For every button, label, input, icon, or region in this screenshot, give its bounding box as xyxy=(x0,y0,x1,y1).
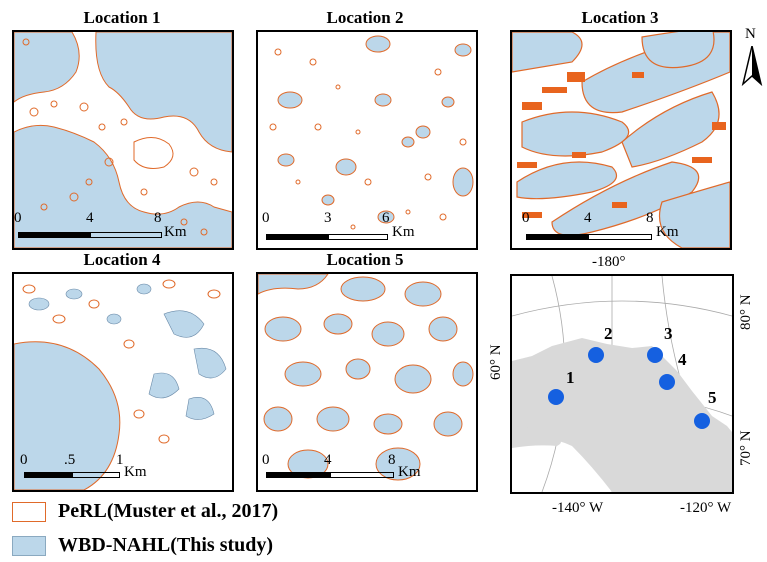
map-panel-location-1 xyxy=(12,30,234,250)
site-marker-3 xyxy=(647,347,663,363)
map-panel-location-2 xyxy=(256,30,478,250)
lake-map-location-2 xyxy=(269,35,474,230)
site-label-5: 5 xyxy=(708,388,717,407)
legend: PeRL(Muster et al., 2017) WBD-NAHL(This … xyxy=(12,498,372,562)
scale-bar-location-5: 0 4 8 Km xyxy=(262,452,462,488)
scale-tick-2: 8 xyxy=(154,210,162,226)
scale-unit: Km xyxy=(398,464,421,480)
panel-title-location-5: Location 5 xyxy=(326,250,404,269)
scale-unit: Km xyxy=(124,464,147,480)
scale-unit: Km xyxy=(656,224,679,240)
scale-tick-1: .5 xyxy=(64,452,76,468)
scale-tick-2: 8 xyxy=(646,210,654,226)
panel-title-location-4: Location 4 xyxy=(83,250,161,269)
overview-left-label: 60° N xyxy=(488,344,504,380)
scale-tick-2: 6 xyxy=(382,210,390,226)
scale-tick-2: 1 xyxy=(116,452,124,468)
scale-bar-graphic xyxy=(18,232,162,238)
overview-right-label-70: 70° N xyxy=(738,430,754,466)
panel-title-location-2: Location 2 xyxy=(326,8,404,27)
scale-unit: Km xyxy=(392,224,415,240)
scale-tick-1: 4 xyxy=(584,210,592,226)
overview-map: 1 2 3 4 5 xyxy=(510,274,734,494)
scale-bar-location-1: 0 4 8 Km xyxy=(14,210,214,246)
scale-bar-location-3: 0 4 8 Km xyxy=(522,210,722,246)
scale-tick-2: 8 xyxy=(388,452,396,468)
legend-label-wbd-nahl: WBD-NAHL(This study) xyxy=(58,534,274,556)
site-label-3: 3 xyxy=(664,324,673,343)
north-arrow-label: N xyxy=(745,26,756,42)
legend-swatch-perl xyxy=(12,502,46,522)
site-marker-5 xyxy=(694,413,710,429)
site-label-4: 4 xyxy=(678,350,687,369)
overview-top-label: -180° xyxy=(592,254,626,270)
north-arrow: N xyxy=(741,26,763,90)
site-marker-2 xyxy=(588,347,604,363)
map-panel-location-3 xyxy=(510,30,732,250)
lake-map-location-1 xyxy=(14,32,232,248)
site-marker-4 xyxy=(659,374,675,390)
scale-tick-0: 0 xyxy=(262,210,270,226)
map-panel-location-4 xyxy=(12,272,234,492)
overview-map-graphic xyxy=(512,276,732,492)
site-marker-1 xyxy=(548,389,564,405)
scale-tick-0: 0 xyxy=(262,452,270,468)
scale-bar-graphic xyxy=(24,472,120,478)
lake-map-location-5 xyxy=(258,274,474,481)
scale-bar-graphic xyxy=(526,234,652,240)
scale-bar-graphic xyxy=(266,472,394,478)
overview-bottom-label-120: -120° W xyxy=(680,500,732,516)
scale-bar-location-4: 0 .5 1 Km xyxy=(20,452,220,488)
site-label-1: 1 xyxy=(566,368,575,387)
panel-title-location-1: Location 1 xyxy=(83,8,161,27)
scale-tick-1: 4 xyxy=(86,210,94,226)
overview-bottom-label-140: -140° W xyxy=(552,500,604,516)
legend-label-perl: PeRL(Muster et al., 2017) xyxy=(58,500,279,522)
map-panel-location-5 xyxy=(256,272,478,492)
lake-map-location-4 xyxy=(14,279,227,490)
scale-tick-1: 4 xyxy=(324,452,332,468)
scale-bar-graphic xyxy=(266,234,388,240)
scale-bar-location-2: 0 3 6 Km xyxy=(262,210,462,246)
north-arrow-icon xyxy=(741,46,763,86)
scale-tick-0: 0 xyxy=(14,210,22,226)
scale-tick-1: 3 xyxy=(324,210,332,226)
overview-right-label-80: 80° N xyxy=(738,294,754,330)
scale-tick-0: 0 xyxy=(20,452,28,468)
site-label-2: 2 xyxy=(604,324,613,343)
scale-unit: Km xyxy=(164,224,187,240)
legend-swatch-wbd-nahl xyxy=(12,536,46,556)
scale-tick-0: 0 xyxy=(522,210,530,226)
panel-title-location-3: Location 3 xyxy=(581,8,659,27)
lake-map-location-3 xyxy=(512,32,730,248)
